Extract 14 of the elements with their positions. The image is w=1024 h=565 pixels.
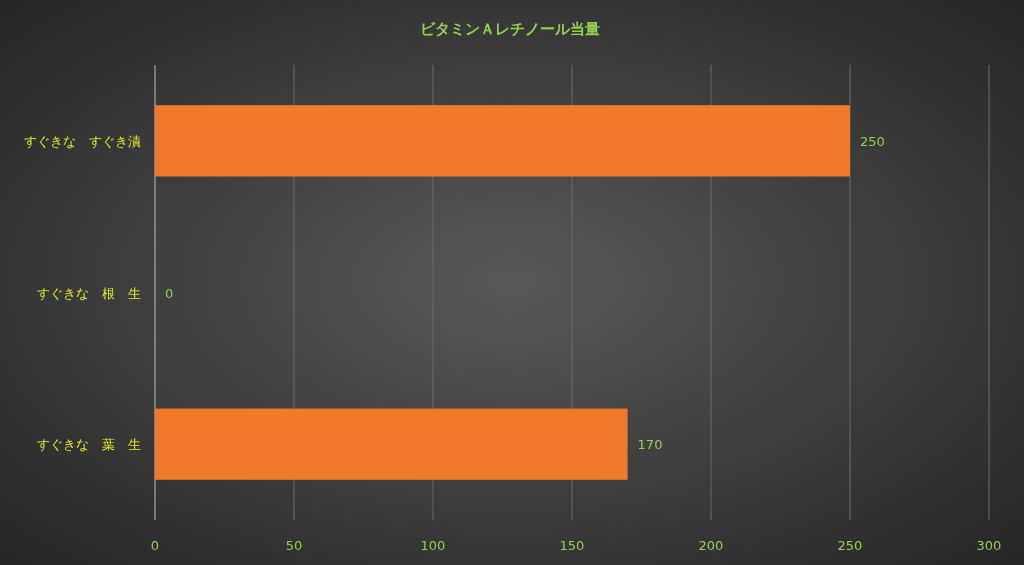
x-tick-label: 100 xyxy=(420,538,446,553)
x-tick-label: 0 xyxy=(150,538,160,553)
x-tick-label: 250 xyxy=(837,538,863,553)
data-label: 170 xyxy=(637,437,663,453)
x-tick-label: 300 xyxy=(976,538,1002,553)
x-tick-label: 200 xyxy=(698,538,724,553)
y-tick-label: すぐきな 根 生 xyxy=(37,285,141,301)
y-tick-label: すぐきな 葉 生 xyxy=(37,437,141,453)
y-tick-label: すぐきな すぐき漬 xyxy=(24,133,141,149)
x-tick-label: 50 xyxy=(285,538,303,553)
chart-title: ビタミンＡレチノール当量 xyxy=(420,20,600,38)
data-label: 0 xyxy=(165,285,174,301)
data-label: 250 xyxy=(860,133,885,149)
x-tick-label: 150 xyxy=(559,538,585,553)
